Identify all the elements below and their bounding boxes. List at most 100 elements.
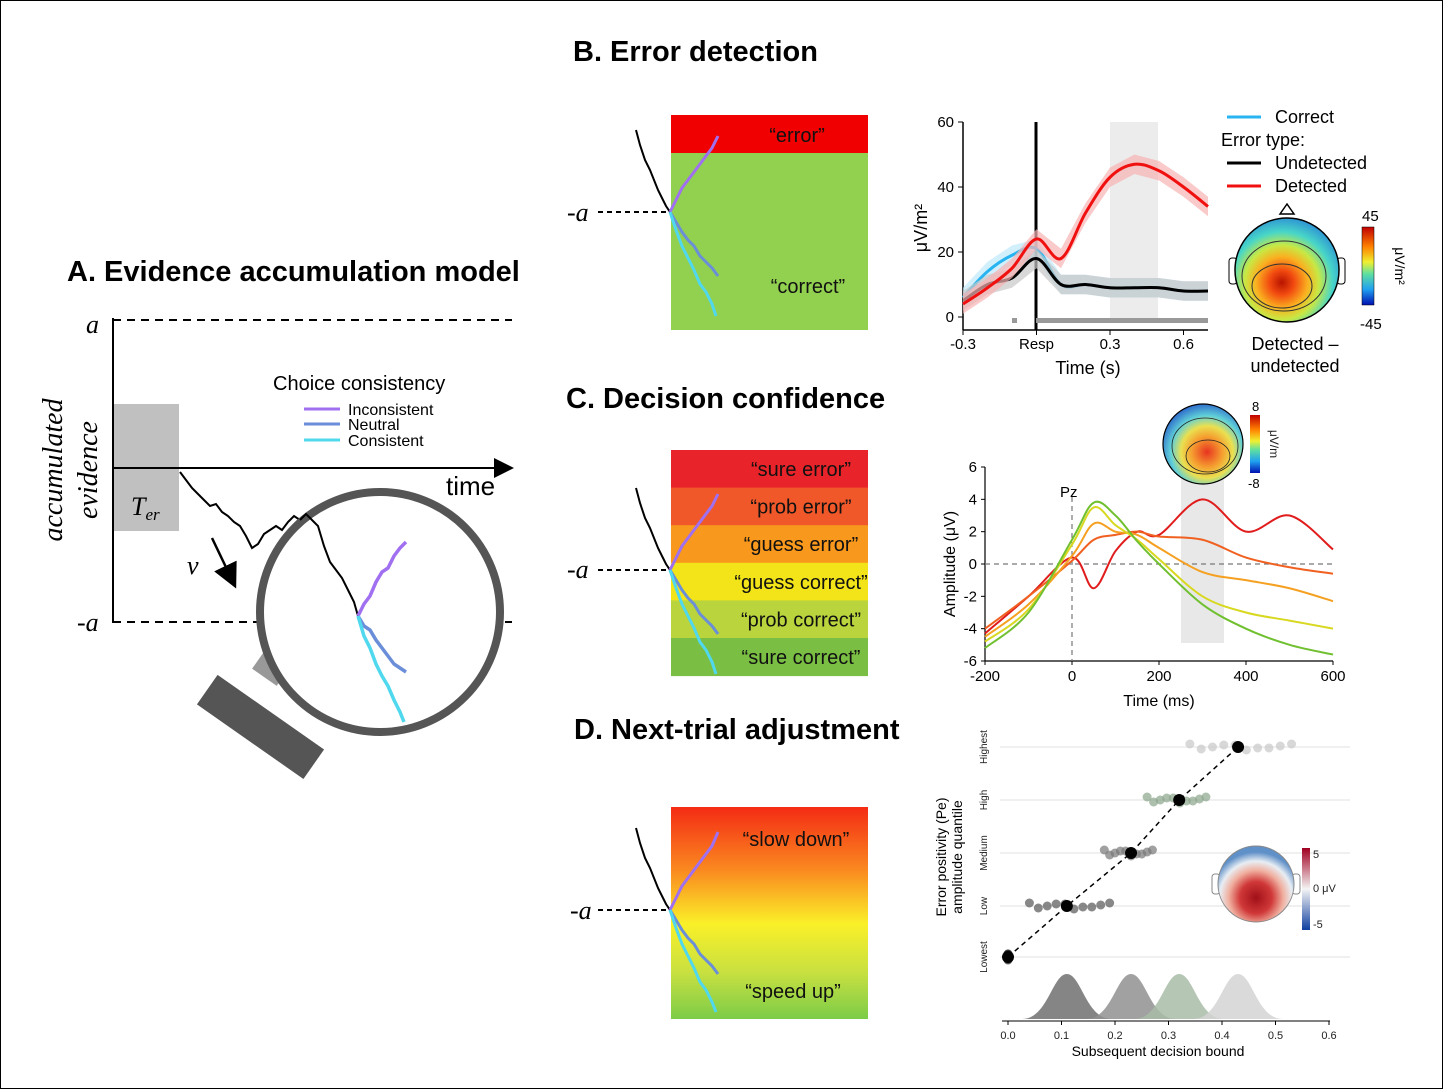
x-tick-label: 0.4 (1214, 1030, 1229, 1042)
y-tick-label: 20 (937, 244, 954, 261)
panel-c-title: C. Decision confidence (566, 383, 885, 415)
x-tick-label: 0.2 (1107, 1030, 1122, 1042)
trial-point (1096, 900, 1106, 910)
upper-bound-label: a (86, 310, 99, 339)
y-tick-label: Lowest (979, 941, 990, 973)
topo-caption-2: undetected (1250, 356, 1339, 376)
confidence-zone-label: “guess error” (744, 534, 858, 556)
confidence-zone-label: “sure correct” (742, 647, 861, 669)
chart-error-detection: 0 20 40 60 -0.3 Resp 0.3 0.6 μV/m² Time (s) (911, 114, 1209, 378)
y-axis-label: μV/m² (911, 204, 931, 252)
y-axis-label-2: amplitude quantile (949, 800, 965, 914)
chart-next-trial: Highest High Medium Low Lowest 0.0 0.1 0.2 0.3 0… (933, 730, 1350, 1059)
trace-inconsistent (668, 831, 720, 911)
confidence-series (984, 521, 1334, 638)
confidence-zone-label: “guess correct” (734, 572, 867, 594)
magnifier-lens (256, 488, 504, 736)
y-tick-label: -6 (964, 653, 977, 670)
bound-label: -a (567, 555, 589, 584)
trace (635, 827, 671, 911)
colorbar-mid: 0 μV (1313, 883, 1337, 895)
x-axis-label: Subsequent decision bound (1072, 1043, 1245, 1059)
trial-point (1078, 902, 1088, 912)
trace-consistent (668, 569, 718, 675)
trial-point (1033, 903, 1043, 913)
x-tick-label: 0.6 (1173, 336, 1194, 353)
trace-inconsistent (668, 135, 720, 213)
y-axis-label-1: Error positivity (Pe) (933, 797, 949, 916)
x-tick-label: -0.3 (950, 336, 976, 353)
colorbar-min: -8 (1248, 476, 1260, 491)
trial-point (1196, 744, 1206, 754)
x-tick-label: 0.0 (1000, 1030, 1015, 1042)
topo-head (1162, 403, 1244, 485)
y-tick-label: 2 (969, 524, 977, 541)
confidence-zone-label: “prob correct” (741, 609, 861, 631)
sig-dot (1012, 318, 1017, 323)
magnifier (196, 488, 504, 779)
trial-point (1207, 742, 1217, 752)
legend-neutral: Neutral (348, 417, 400, 434)
trial-point (1042, 901, 1052, 911)
confidence-zone-label: “prob error” (750, 497, 851, 519)
panel-a: A. Evidence accumulation model a -a time… (38, 256, 520, 779)
series-detected (962, 162, 1209, 306)
zone-slow-label: “slow down” (743, 829, 850, 851)
trial-point (1087, 902, 1097, 912)
confidence-zone (671, 525, 868, 564)
colorbar-unit: μV/m² (1392, 247, 1408, 285)
time-label: time (446, 471, 495, 501)
trial-point (1024, 898, 1034, 908)
colorbar-max: 8 (1252, 399, 1259, 414)
legend-consistent: Consistent (348, 433, 424, 450)
confidence-zone-label: “sure error” (751, 459, 851, 481)
colorbar (1302, 848, 1310, 930)
trial-point (1241, 745, 1251, 755)
x-tick-label: Resp (1019, 336, 1054, 353)
topo-caption-1: Detected – (1251, 334, 1338, 354)
colorbar-min: -5 (1313, 919, 1323, 931)
zone-error (671, 115, 868, 153)
y-tick-label: Low (979, 896, 990, 915)
x-tick-label: 0.1 (1054, 1030, 1069, 1042)
confidence-zone (671, 562, 868, 601)
trial-point (1275, 741, 1285, 751)
drift-arrow (210, 537, 237, 589)
x-tick-label: 600 (1320, 668, 1345, 685)
topo-contour (1251, 263, 1313, 309)
topo-contour (1241, 240, 1327, 312)
density-curve (1134, 974, 1224, 1019)
x-axis-label: Time (ms) (1123, 693, 1194, 710)
trace-neutral (668, 909, 720, 975)
chart-decision-confidence: Pz 6 4 2 0 -2 -4 -6 -200 0 200 400 600 Amplitude (… (942, 459, 1346, 710)
confidence-zone (671, 638, 868, 677)
density-curve (1193, 974, 1283, 1019)
colorbar (1250, 415, 1260, 473)
trial-point (1115, 846, 1125, 856)
x-tick-label: 0.5 (1268, 1030, 1283, 1042)
panel-c: C. Decision confidence “sure error” “prob… (566, 383, 1346, 710)
y-tick-label: 6 (969, 459, 977, 476)
trace-neutral (668, 211, 720, 277)
mean-point (1232, 741, 1245, 753)
bound-label: -a (567, 198, 589, 227)
panel-b-title: B. Error detection (573, 36, 818, 68)
topo-d: 5 0 μV -5 (1211, 845, 1337, 931)
x-tick-label: 0 (1068, 668, 1076, 685)
bound-label: -a (570, 896, 592, 925)
legend-title: Choice consistency (273, 373, 445, 395)
mean-point (1002, 951, 1014, 963)
topo-b: 45 -45 μV/m² Detected – undetected (1228, 202, 1408, 376)
panel-b: B. Error detection “error” “correct” -a … (567, 36, 1408, 378)
trial-point (1105, 898, 1115, 908)
zoom-trace (299, 512, 359, 617)
trial-point (1051, 899, 1061, 909)
colorbar-max: 45 (1362, 208, 1379, 225)
density-curve (1022, 974, 1112, 1019)
colorbar (1361, 226, 1375, 306)
y-tick-label: 0 (946, 309, 954, 326)
trial-point (1147, 845, 1157, 855)
x-tick-label: 0.6 (1321, 1030, 1336, 1042)
y-tick-label: 0 (969, 556, 977, 573)
trial-point (1287, 739, 1297, 749)
